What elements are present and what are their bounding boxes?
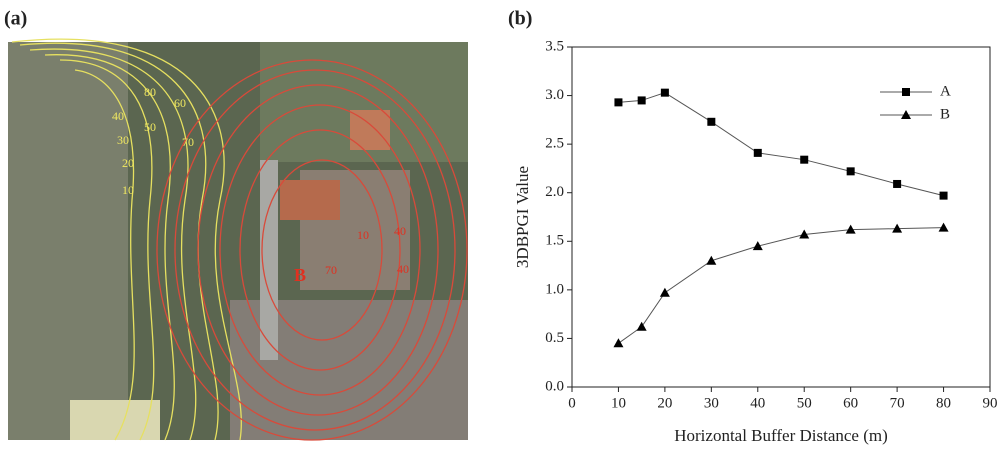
y-tick-label: 1.5 bbox=[545, 233, 564, 249]
map-block bbox=[70, 400, 160, 440]
x-tick-label: 30 bbox=[704, 395, 719, 411]
y-tick-label: 3.0 bbox=[545, 87, 564, 103]
aerial-map bbox=[8, 39, 468, 440]
panel-label: (a) bbox=[4, 8, 27, 30]
map-label: 10 bbox=[122, 183, 134, 197]
y-tick-label: 0.5 bbox=[545, 330, 564, 346]
data-point bbox=[940, 192, 948, 200]
map-label: 70 bbox=[325, 263, 337, 277]
legend-marker bbox=[902, 88, 910, 96]
map-roof bbox=[350, 110, 390, 150]
data-point bbox=[661, 89, 669, 97]
legend-label: A bbox=[940, 83, 951, 99]
x-tick-label: 90 bbox=[983, 395, 998, 411]
data-point bbox=[754, 149, 762, 157]
x-tick-label: 60 bbox=[843, 395, 858, 411]
data-point bbox=[706, 256, 716, 265]
y-tick-label: 3.5 bbox=[545, 38, 564, 54]
map-label: 70 bbox=[182, 135, 194, 149]
y-tick-label: 2.5 bbox=[545, 136, 564, 152]
x-tick-label: 20 bbox=[657, 395, 672, 411]
map-label: 40 bbox=[394, 224, 406, 238]
map-label: 20 bbox=[122, 156, 134, 170]
data-point bbox=[939, 223, 949, 232]
data-point bbox=[707, 118, 715, 126]
x-tick-label: 80 bbox=[936, 395, 951, 411]
y-tick-label: 1.0 bbox=[545, 281, 564, 297]
data-point bbox=[847, 167, 855, 175]
data-point bbox=[637, 322, 647, 331]
data-point bbox=[638, 96, 646, 104]
map-label: 80 bbox=[144, 85, 156, 99]
map-label: 40 bbox=[112, 109, 124, 123]
series-line bbox=[618, 228, 943, 344]
legend-label: B bbox=[940, 106, 950, 122]
map-label: 30 bbox=[117, 133, 129, 147]
map-label: 40 bbox=[397, 262, 409, 276]
x-tick-label: 40 bbox=[750, 395, 765, 411]
map-label: 10 bbox=[357, 228, 369, 242]
map-block bbox=[8, 42, 128, 440]
data-point bbox=[614, 98, 622, 106]
map-label: B bbox=[294, 265, 306, 285]
data-point bbox=[660, 288, 670, 297]
data-point bbox=[893, 180, 901, 188]
y-axis-label: 3DBPGI Value bbox=[513, 166, 532, 268]
x-axis-label: Horizontal Buffer Distance (m) bbox=[674, 426, 888, 445]
map-label: 60 bbox=[174, 96, 186, 110]
data-point bbox=[800, 156, 808, 164]
x-tick-label: 70 bbox=[890, 395, 905, 411]
x-tick-label: 10 bbox=[611, 395, 626, 411]
y-tick-label: 2.0 bbox=[545, 184, 564, 200]
figure: (a) (b) 80 60 40 50 70 30 20 10 B 10 40 70 40 0 10 20 30… bbox=[0, 0, 1007, 449]
x-tick-label: 0 bbox=[568, 395, 576, 411]
page: (a) (b) 80 60 40 50 70 30 20 10 B 10 40 70 40 0 10 20 30… bbox=[0, 0, 1007, 449]
data-point bbox=[613, 338, 623, 347]
panel-label: (b) bbox=[508, 8, 532, 30]
map-label: 50 bbox=[144, 120, 156, 134]
plot-frame bbox=[572, 47, 990, 387]
x-tick-label: 50 bbox=[797, 395, 812, 411]
y-tick-label: 0.0 bbox=[545, 378, 564, 394]
map-roof bbox=[280, 180, 340, 220]
